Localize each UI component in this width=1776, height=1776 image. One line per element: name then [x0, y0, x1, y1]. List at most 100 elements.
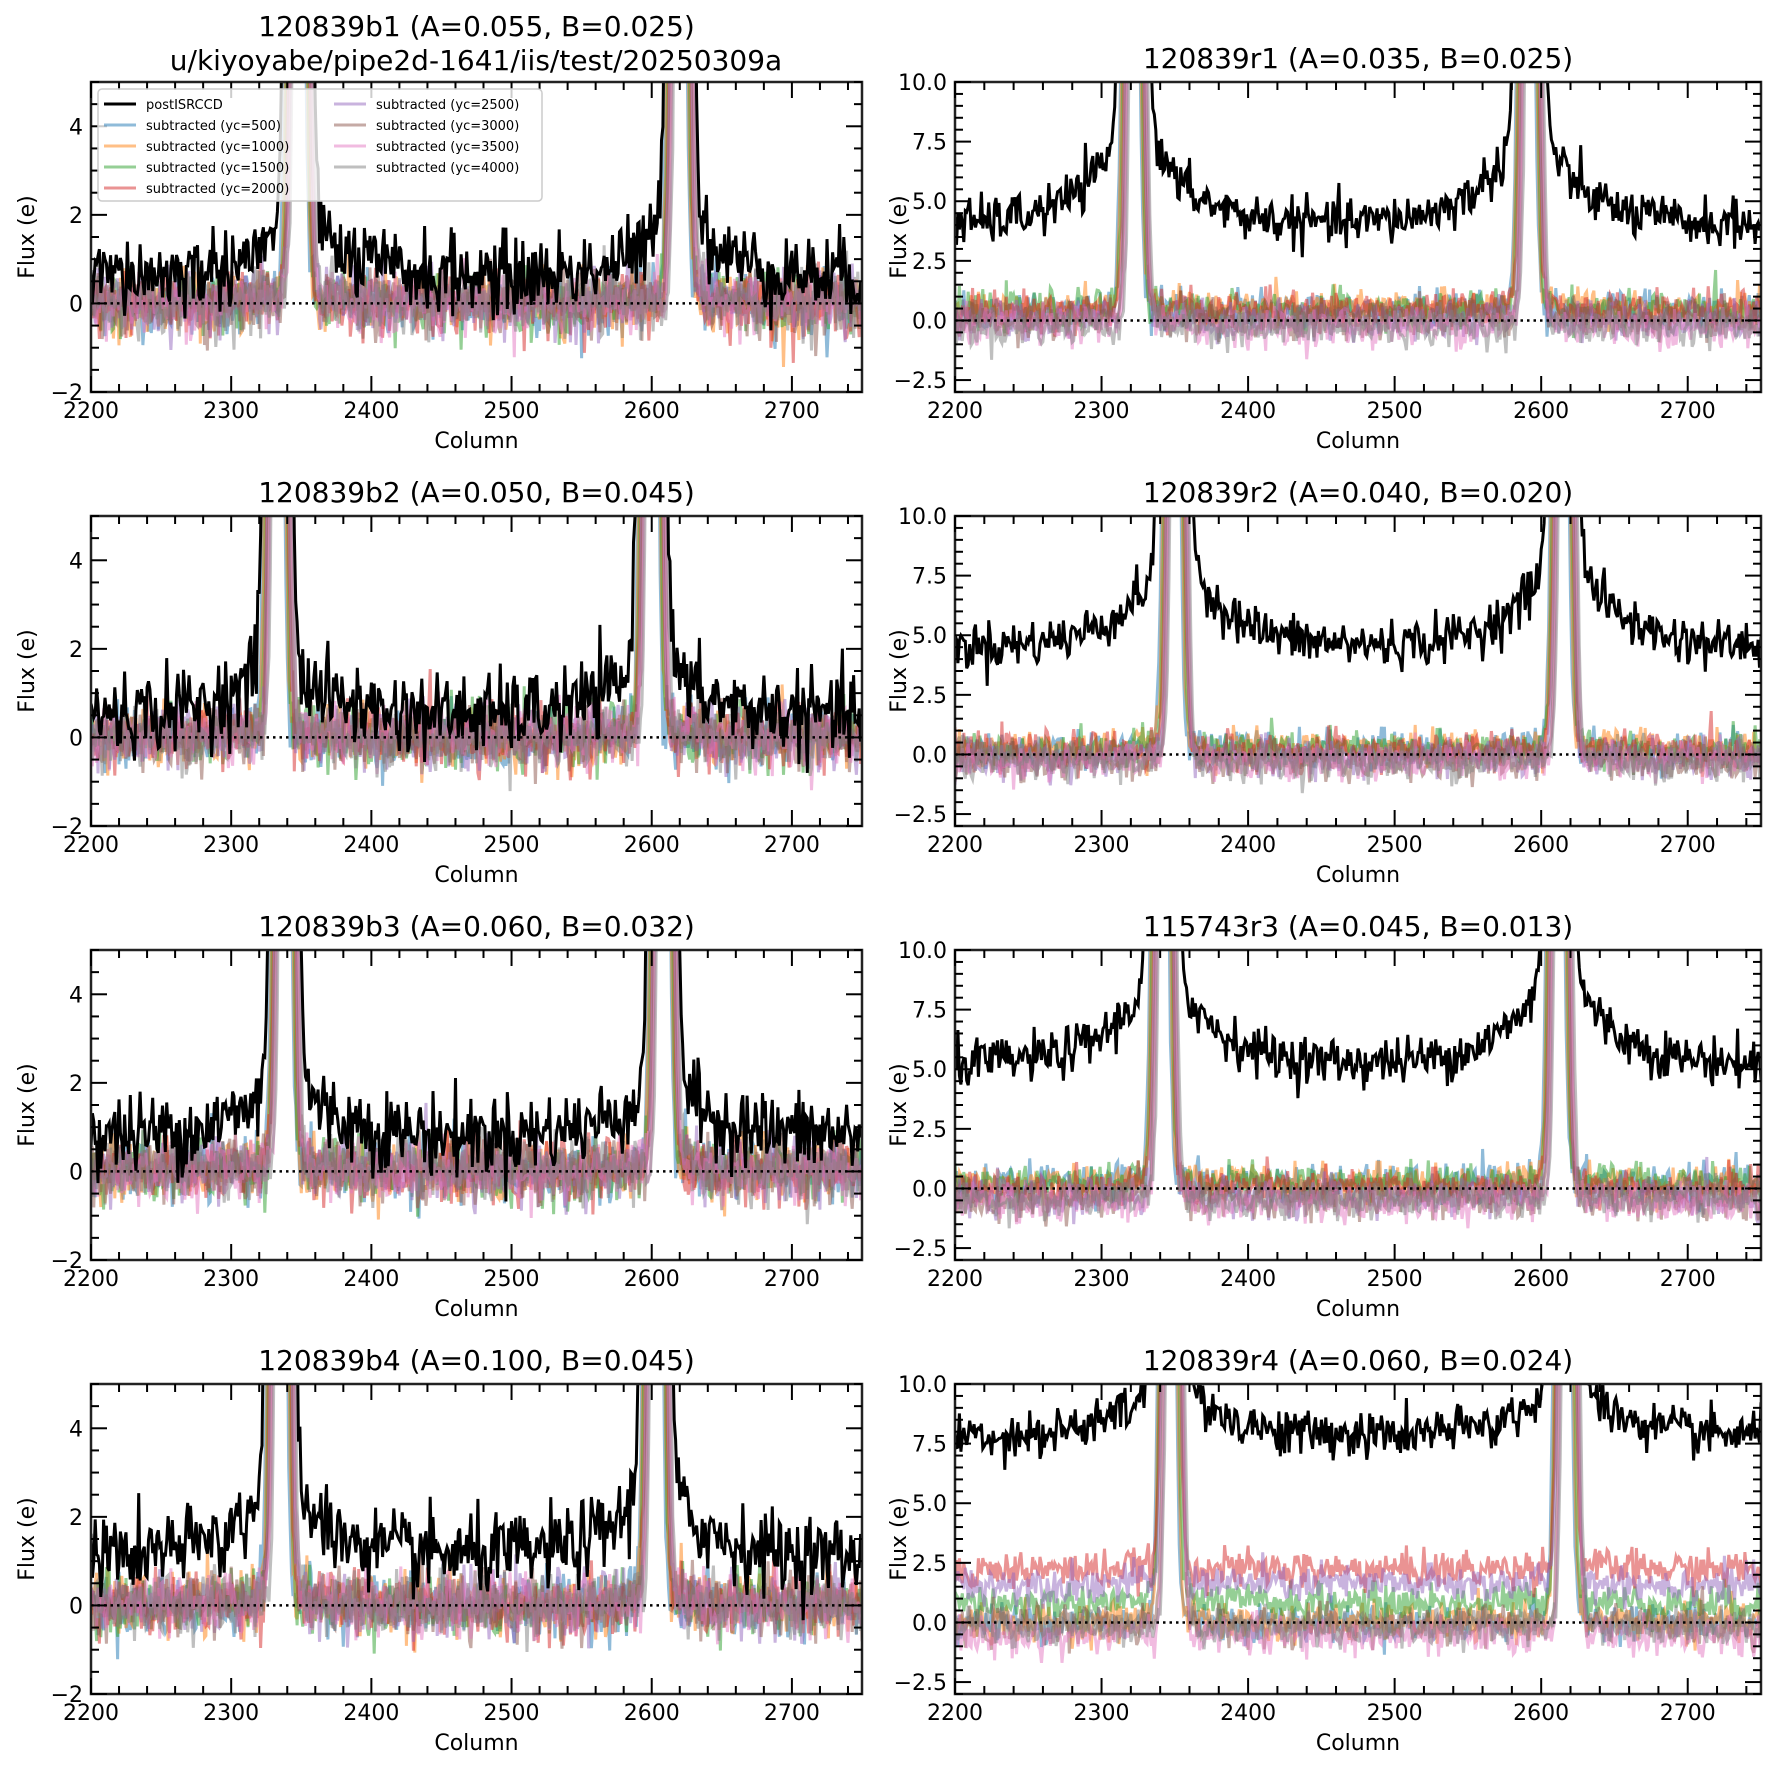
x-tick-label: 2300 [203, 1701, 259, 1726]
x-tick-label: 2500 [1367, 1701, 1423, 1726]
x-axis-label: Column [434, 863, 518, 888]
series-line-postisrccd [955, 1384, 1761, 1470]
y-tick-label: 4 [69, 115, 83, 140]
subplot-title: 120839r2 (A=0.040, B=0.020) [1143, 476, 1573, 509]
y-tick-label: 0 [69, 292, 83, 317]
subplot-title: 120839b1 (A=0.055, B=0.025) [258, 10, 695, 43]
x-tick-label: 2300 [203, 833, 259, 858]
y-tick-label: 2.5 [912, 250, 947, 275]
x-axis-label: Column [1316, 863, 1400, 888]
subplot-120839b2: 2200 2300 2400 2500 2600 2700 −2 0 2 4 120839b2 (A… [15, 476, 864, 888]
x-tick-label: 2400 [1220, 1267, 1276, 1292]
x-tick-label: 2500 [1367, 833, 1423, 858]
x-tick-label: 2600 [1513, 399, 1569, 424]
y-tick-label: −2 [51, 815, 83, 840]
x-axis-label: Column [434, 429, 518, 454]
x-tick-label: 2600 [1513, 1267, 1569, 1292]
plot-area [955, 516, 1761, 794]
x-tick-label: 2600 [1513, 1701, 1569, 1726]
y-tick-label: 10.0 [898, 505, 947, 530]
series-line-postisrccd [91, 950, 862, 1202]
x-tick-label: 2200 [927, 1267, 983, 1292]
y-tick-label: 4 [69, 983, 83, 1008]
x-tick-label: 2300 [1074, 399, 1130, 424]
series-line-3 [955, 516, 1761, 776]
y-tick-label: 7.5 [912, 131, 947, 156]
y-tick-label: 4 [69, 549, 83, 574]
x-tick-label: 2700 [1660, 1701, 1716, 1726]
x-axis-label: Column [1316, 1297, 1400, 1322]
legend-label: postISRCCD [146, 98, 223, 113]
legend: postISRCCD subtracted (yc=500) subtracted … [97, 88, 543, 202]
legend-label: subtracted (yc=500) [146, 119, 281, 134]
y-tick-label: −2 [51, 381, 83, 406]
y-tick-label: 7.5 [912, 999, 947, 1024]
plot-area [91, 82, 862, 368]
plot-area [91, 516, 862, 792]
y-axis-label: Flux (e) [15, 1497, 40, 1580]
legend-box [97, 88, 543, 202]
x-tick-label: 2400 [1220, 399, 1276, 424]
x-tick-label: 2600 [624, 399, 680, 424]
x-tick-label: 2400 [343, 833, 399, 858]
legend-label: subtracted (yc=4000) [376, 161, 519, 176]
series-line-8 [955, 516, 1761, 794]
y-tick-label: 2 [69, 638, 83, 663]
series-line-8 [955, 1384, 1761, 1653]
y-tick-label: 2 [69, 204, 83, 229]
y-tick-label: 10.0 [898, 1373, 947, 1398]
legend-label: subtracted (yc=1500) [146, 161, 289, 176]
subplot-title: 115743r3 (A=0.045, B=0.013) [1143, 910, 1573, 943]
x-tick-label: 2500 [1367, 399, 1423, 424]
y-tick-label: 0 [69, 726, 83, 751]
y-tick-label: 2 [69, 1072, 83, 1097]
legend-label: subtracted (yc=2500) [376, 98, 519, 113]
x-tick-label: 2400 [343, 399, 399, 424]
y-tick-label: −2 [51, 1683, 83, 1708]
y-tick-label: 5.0 [912, 190, 947, 215]
subplot-title: 120839r4 (A=0.060, B=0.024) [1143, 1344, 1573, 1377]
x-tick-label: 2300 [1074, 1701, 1130, 1726]
plot-area [91, 1384, 862, 1660]
series-line-6 [955, 516, 1761, 788]
y-tick-label: 5.0 [912, 624, 947, 649]
subplot-120839b4: 2200 2300 2400 2500 2600 2700 −2 0 2 4 120839b4 (A… [15, 1344, 864, 1756]
y-tick-label: 5.0 [912, 1492, 947, 1517]
subplot-120839r4: 2200 2300 2400 2500 2600 2700 −2.5 0.0 2.5 5.0 7.5… [887, 1344, 1763, 1756]
x-tick-label: 2400 [1220, 833, 1276, 858]
plot-area [955, 950, 1761, 1229]
y-tick-label: 0.0 [912, 309, 947, 334]
y-tick-label: 2.5 [912, 1118, 947, 1143]
y-axis-label: Flux (e) [887, 629, 912, 712]
y-axis-label: Flux (e) [887, 195, 912, 278]
series-line-7 [955, 516, 1761, 790]
x-tick-label: 2700 [764, 1267, 820, 1292]
y-tick-label: 10.0 [898, 939, 947, 964]
x-tick-label: 2700 [1660, 1267, 1716, 1292]
subplot-120839r2: 2200 2300 2400 2500 2600 2700 −2.5 0.0 2.5 5.0 7.5… [887, 476, 1763, 888]
x-tick-label: 2400 [343, 1701, 399, 1726]
plot-area [91, 950, 862, 1225]
plot-area [955, 1384, 1761, 1664]
x-tick-label: 2700 [1660, 833, 1716, 858]
legend-label: subtracted (yc=1000) [146, 140, 289, 155]
y-tick-label: −2 [51, 1249, 83, 1274]
y-tick-label: −2.5 [894, 1237, 947, 1262]
y-axis-label: Flux (e) [15, 195, 40, 278]
y-tick-label: 0 [69, 1594, 83, 1619]
series-line-postisrccd [91, 82, 862, 331]
series-line-2 [955, 516, 1761, 777]
subplot-title: 120839r1 (A=0.035, B=0.025) [1143, 42, 1573, 75]
series-line-1 [955, 516, 1761, 779]
x-tick-label: 2200 [63, 833, 119, 858]
series-line-8 [955, 82, 1761, 360]
series-line-8 [91, 950, 862, 1225]
y-tick-label: 10.0 [898, 71, 947, 96]
y-tick-label: 0.0 [912, 743, 947, 768]
y-axis-label: Flux (e) [15, 629, 40, 712]
series-line-postisrccd [955, 950, 1761, 1099]
y-tick-label: −2.5 [894, 803, 947, 828]
x-tick-label: 2300 [203, 1267, 259, 1292]
x-tick-label: 2400 [1220, 1701, 1276, 1726]
